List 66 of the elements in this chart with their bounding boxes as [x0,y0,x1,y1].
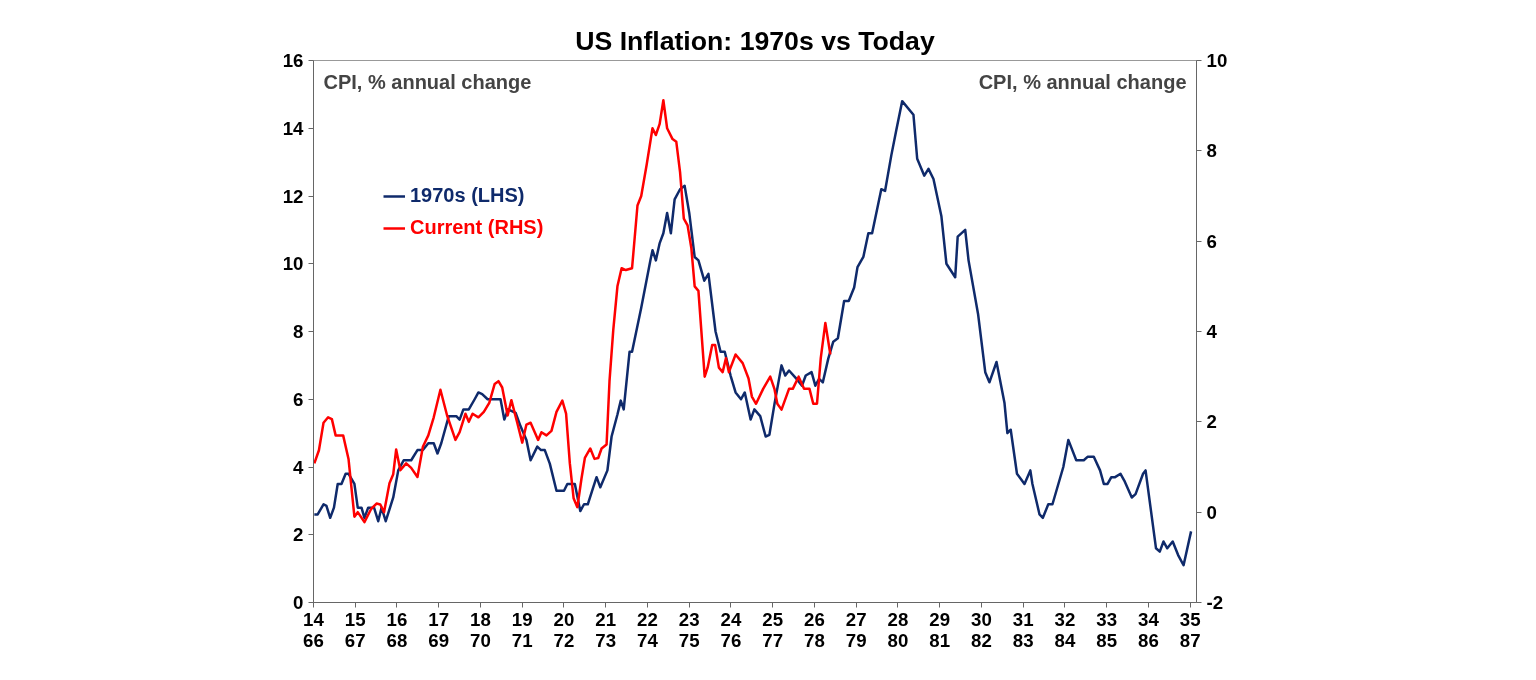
line-series [313,99,832,524]
x-tick-label: 15 [344,608,366,630]
x2-tick-label: 69 [428,629,450,651]
x-tick-label: 33 [1096,608,1118,630]
x2-tick-label: 75 [678,629,700,651]
x-tick-label: 18 [470,608,491,630]
chart-title: US Inflation: 1970s vs Today [575,25,935,56]
x-tick-label: 26 [804,608,825,630]
x2-tick-label: 71 [511,629,533,651]
y-tick-label: 2 [293,524,304,546]
y2-tick-label: 0 [1206,501,1217,523]
y-tick-label: 16 [282,50,304,71]
x-tick-label: 27 [845,608,867,630]
x2-tick-label: 66 [303,629,324,651]
y2-tick-label: 10 [1206,50,1228,71]
x-tick-label: 29 [929,608,951,630]
x-tick-label: 31 [1012,608,1034,630]
x-tick-label: 22 [637,608,658,630]
x2-tick-label: 74 [637,629,659,651]
x2-tick-label: 76 [720,629,742,651]
y-tick-label: 14 [282,117,305,139]
x-tick-label: 23 [678,608,700,630]
x2-tick-label: 78 [804,629,825,651]
y2-tick-label: 6 [1206,230,1217,252]
x2-tick-label: 82 [971,629,992,651]
x2-tick-label: 80 [887,629,909,651]
x2-tick-label: 73 [595,629,617,651]
x-tick-label: 35 [1179,608,1201,630]
y-axis-title: CPI, % annual change [323,70,532,93]
x2-tick-label: 86 [1138,629,1159,651]
legend-label: 1970s (LHS) [410,184,525,207]
x-tick-label: 17 [428,608,450,630]
y-tick-label: 4 [293,456,305,478]
x2-tick-label: 85 [1096,629,1118,651]
y2-tick-label: 4 [1206,321,1218,342]
x2-tick-label: 68 [386,629,408,651]
x2-tick-label: 67 [344,629,366,651]
legend-label: Current (RHS) [410,216,544,239]
x2-tick-label: 84 [1054,629,1076,651]
x-tick-label: 30 [971,608,992,630]
y-tick-label: 6 [293,388,304,410]
x-tick-label: 32 [1054,608,1076,630]
x2-tick-label: 87 [1179,629,1201,651]
y-tick-label: 0 [293,592,304,613]
x-tick-label: 34 [1138,608,1160,630]
x2-tick-label: 77 [762,629,784,651]
line-series [313,99,1193,567]
x-tick-label: 25 [762,608,784,630]
x-tick-label: 20 [553,608,575,630]
x2-tick-label: 81 [929,629,951,651]
x-tick-label: 21 [595,608,617,630]
x-tick-label: 19 [511,608,533,630]
x-tick-label: 28 [887,608,909,630]
y-tick-label: 12 [282,185,304,207]
x2-tick-label: 72 [553,629,575,651]
y2-tick-label: 2 [1206,411,1217,433]
y2-tick-label: -2 [1206,592,1224,613]
y-tick-label: 10 [282,253,304,275]
x-tick-label: 24 [720,608,742,630]
y2-tick-label: 8 [1206,140,1217,162]
y2-axis-title: CPI, % annual change [978,70,1187,93]
x2-tick-label: 79 [845,629,867,651]
x2-tick-label: 83 [1012,629,1034,651]
x2-tick-label: 70 [470,629,491,651]
x-tick-label: 16 [386,608,408,630]
y-tick-label: 8 [293,321,304,342]
